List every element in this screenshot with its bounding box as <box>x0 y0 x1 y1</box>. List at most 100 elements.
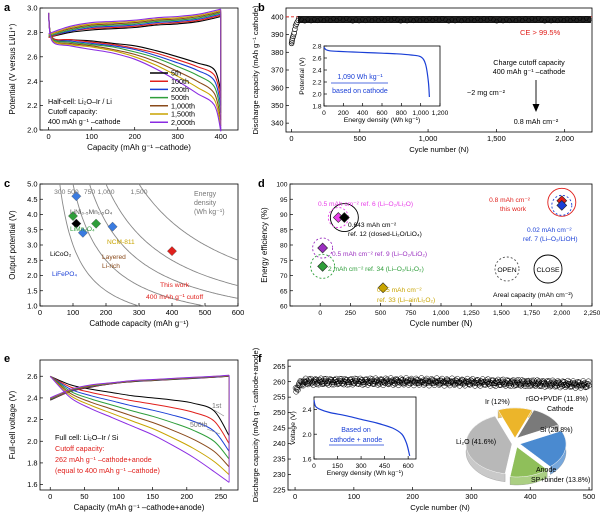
point-label: 0.02 mAh cm⁻² <box>527 227 572 234</box>
y-tick-label: 1.6 <box>27 480 37 489</box>
data-point <box>556 199 568 211</box>
x-tick-label: 500 <box>199 308 212 317</box>
x-axis-label: Capacity (mAh g⁻¹ –cathode+anode) <box>74 503 205 512</box>
x-tick-label: 0 <box>312 463 316 470</box>
x-axis-label: Capacity (mAh g⁻¹ –cathode) <box>87 143 191 152</box>
data-point <box>334 381 341 388</box>
data-point <box>492 380 498 387</box>
data-point <box>497 17 503 22</box>
y-tick-label: 65 <box>280 288 288 295</box>
x-tick-label: 300 <box>133 308 146 317</box>
panel-f-frame <box>287 359 593 491</box>
y-tick-label: 265 <box>273 362 286 371</box>
y-tick-label: 3.0 <box>27 241 37 250</box>
data-point <box>567 18 573 23</box>
data-point <box>363 18 368 24</box>
data-point <box>477 382 484 389</box>
data-point <box>443 17 448 23</box>
point-label: LiMn₂O₄ <box>70 226 95 233</box>
x-tick-label: 50 <box>80 492 88 501</box>
x-tick-label: 2,000 <box>555 134 574 143</box>
discharge-curve <box>48 12 222 114</box>
discharge-curve <box>48 12 222 121</box>
y-tick-label: 2.4 <box>27 394 37 403</box>
data-point <box>414 16 420 22</box>
y-tick-label: 1.8 <box>312 104 321 111</box>
x-tick-label: 0 <box>318 310 322 317</box>
energy-contour <box>59 183 140 307</box>
data-point <box>317 260 328 272</box>
data-point <box>475 377 481 384</box>
data-point <box>420 16 426 22</box>
panel-e-annotation: (equal to 400 mAh g⁻¹ –cathode) <box>55 466 160 475</box>
y-tick-label: 1.8 <box>27 459 37 468</box>
x-tick-label: 0 <box>38 308 42 317</box>
x-tick-label: 0 <box>48 492 52 501</box>
data-point <box>433 16 439 21</box>
y-tick-label: 350 <box>271 101 284 110</box>
y-tick-label: 80 <box>280 243 288 250</box>
contour-label: 1,000 <box>97 189 114 196</box>
panel-a-letter: a <box>4 2 11 14</box>
data-point <box>167 246 177 257</box>
data-point <box>469 376 476 382</box>
panel-e-annotation: Cutoff capacity: <box>55 444 104 453</box>
x-tick-label: 100 <box>67 308 80 317</box>
data-point <box>459 18 464 24</box>
inset-annotation: Based on <box>341 427 371 434</box>
discharge-curve <box>48 12 222 99</box>
data-point <box>501 381 508 388</box>
point-label: 0.8 mAh cm⁻² <box>489 197 531 204</box>
data-point <box>513 18 519 23</box>
last-cycle-label: 500th <box>190 422 208 429</box>
panel-a-annotation: Cutoff capacity: <box>48 107 97 116</box>
panel-e-curves <box>49 374 230 483</box>
data-point <box>427 16 432 22</box>
data-point <box>324 16 330 22</box>
panel-d-data <box>310 187 577 294</box>
y-axis-label: Voltage (V) <box>290 411 297 445</box>
contour-label: 1,500 <box>130 189 147 196</box>
discharge-curve <box>49 375 230 460</box>
y-tick-label: 250 <box>273 408 286 417</box>
legend-close-label: CLOSE <box>536 267 560 274</box>
y-axis-label: Potential (V) <box>299 57 306 94</box>
data-point <box>71 218 82 229</box>
data-point <box>395 17 400 23</box>
pie-label: Si (20.8%) <box>540 427 573 434</box>
data-point <box>470 380 477 387</box>
data-point <box>436 17 442 23</box>
panel-b-axes: 0 500 1,000 1,500 2,000 340 350 360 370 380 390 400… <box>251 5 593 154</box>
y-tick-label: 360 <box>271 83 284 92</box>
panel-e-axes: 0 50 100 150 200 250 1.6 1.8 2.0 2.2 2.4 2.6 Capacit… <box>8 359 239 512</box>
data-point <box>503 17 509 22</box>
data-point <box>586 382 592 389</box>
data-point <box>491 17 496 23</box>
y-tick-label: 100 <box>276 182 287 189</box>
data-point <box>305 17 311 22</box>
legend-label: 500th <box>171 93 189 102</box>
leader-line <box>206 428 221 435</box>
legend-label: 100th <box>171 77 189 86</box>
data-point <box>551 17 557 22</box>
data-point <box>379 16 384 22</box>
x-tick-label: 100 <box>348 492 361 501</box>
data-point <box>382 17 388 23</box>
data-point <box>439 16 445 21</box>
y-tick-label: 2.4 <box>302 407 311 414</box>
data-point <box>356 18 362 24</box>
x-tick-label: 300 <box>171 132 184 141</box>
data-point <box>353 17 359 22</box>
data-point <box>385 16 391 21</box>
arrow-head <box>532 104 540 112</box>
data-point <box>77 227 88 238</box>
y-tick-label: 4.0 <box>27 210 37 219</box>
data-point <box>391 16 397 21</box>
pie-group-label: Cathode <box>547 406 574 413</box>
leader-line <box>213 409 225 417</box>
panel-e-annotation: Full cell: Li₂O–Ir / Si <box>55 433 119 442</box>
data-point <box>342 376 348 382</box>
x-axis-label: Energy density (Wh kg⁻¹) <box>344 117 421 124</box>
data-point <box>308 18 314 24</box>
data-point <box>542 18 548 24</box>
